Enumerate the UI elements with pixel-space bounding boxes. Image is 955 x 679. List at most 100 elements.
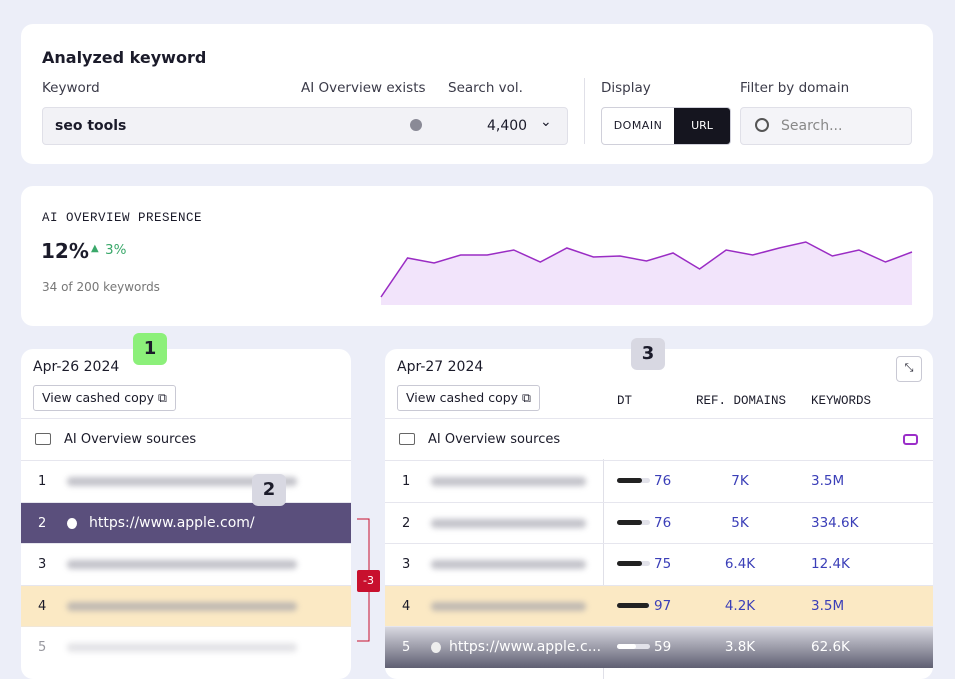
- label: AI Overview exists: [301, 80, 426, 96]
- button-text: View cashed copy: [406, 390, 519, 405]
- date: Apr-26 2024: [33, 359, 120, 375]
- ref-domains: 7K: [731, 473, 749, 489]
- ref-domains: 3.8K: [724, 639, 756, 655]
- rank: 1: [38, 474, 47, 489]
- keyword-select[interactable]: seo tools 4,400 ⌄: [42, 107, 568, 145]
- keyword-panel: Analyzed keyword Keyword AI Overview exi…: [21, 24, 933, 164]
- presence-panel: AI OVERVIEW PRESENCE 12% ▲ 3% 34 of 200 …: [21, 186, 933, 326]
- right-card: Apr-27 2024 View cashed copy ⧉ DT REF. D…: [385, 349, 933, 679]
- dt-bar: [617, 478, 643, 483]
- toggle-option[interactable]: URL: [674, 108, 730, 144]
- badge: 3: [631, 338, 665, 370]
- rank: 4: [402, 598, 411, 614]
- keyword: seo tools: [55, 118, 127, 134]
- ref-domains: 6.4K: [724, 556, 756, 572]
- rank: 4: [38, 598, 47, 614]
- source-row: 5: [21, 626, 351, 668]
- blurred-url: [67, 560, 297, 569]
- chevron: ⌄: [540, 114, 552, 130]
- dt-bar: [617, 561, 642, 566]
- source-row: 2 https://www.apple.com/: [21, 501, 351, 544]
- dt-bar: [617, 519, 643, 525]
- rank: 5: [402, 640, 411, 655]
- up-arrow: ▲: [91, 243, 99, 254]
- column-header: KEYWORDS: [811, 394, 872, 408]
- label: Display: [601, 80, 651, 96]
- button-text: View cashed copy: [42, 390, 155, 405]
- search-input[interactable]: Search...: [740, 107, 912, 145]
- note: 34 of 200 keywords: [42, 280, 160, 294]
- source-row: 3 75 6.4K 12.4K: [385, 543, 933, 585]
- column-divider: [603, 459, 604, 679]
- blurred-url: [67, 601, 297, 611]
- blurred-url: [67, 643, 297, 652]
- placeholder: Search...: [781, 118, 843, 134]
- keywords: 3.5M: [811, 473, 845, 489]
- value: 12%: [41, 239, 89, 263]
- label: Filter by domain: [740, 80, 850, 96]
- rank: 3: [38, 557, 47, 572]
- rank: 1: [402, 474, 411, 489]
- ai-icon: [410, 119, 422, 131]
- keywords: 62.6K: [811, 639, 850, 655]
- search-vol: 4,400: [487, 118, 528, 134]
- view-copy[interactable]: View cashed copy ⧉: [33, 385, 176, 411]
- dt: 75: [654, 556, 672, 572]
- rank: 2: [402, 515, 411, 531]
- column-header: REF. DOMAINS: [696, 394, 787, 408]
- badge: 1: [133, 333, 167, 365]
- dt-bar: [617, 644, 637, 649]
- blurred-url: [431, 477, 586, 486]
- dt: 76: [654, 473, 672, 489]
- blurred-url: [67, 477, 297, 486]
- icon: [399, 433, 415, 445]
- left-card: Apr-26 2024 View cashed copy ⧉ AI Overvi…: [21, 349, 351, 679]
- dt: 97: [654, 597, 672, 614]
- rank: 5: [38, 640, 47, 655]
- keywords: 3.5M: [811, 597, 845, 614]
- source-row: 4: [21, 584, 351, 627]
- url: https://www.apple.com/: [89, 514, 255, 531]
- blurred-url: [431, 560, 586, 569]
- source-row: 4 97 4.2K 3.5M: [385, 584, 933, 627]
- source-row: 3: [21, 543, 351, 585]
- blurred-url: [431, 518, 586, 528]
- blurred-url: [431, 601, 586, 611]
- trend-area: [381, 242, 912, 305]
- divider: [584, 78, 585, 144]
- link-icon[interactable]: [903, 434, 918, 445]
- sources-header: AI Overview sources: [385, 418, 933, 460]
- keywords: 12.4K: [811, 556, 850, 572]
- source-row: 2 76 5K 334.6K: [385, 501, 933, 544]
- trend-line: [380, 241, 913, 298]
- url: https://www.apple.c...: [449, 639, 602, 655]
- display-toggle: DOMAIN URL: [601, 107, 731, 145]
- toggle-option[interactable]: DOMAIN: [613, 119, 663, 132]
- column-header: DT: [617, 394, 633, 408]
- sparkline: [380, 241, 913, 305]
- dt: 76: [654, 514, 672, 531]
- ref-domains: 4.2K: [724, 597, 756, 614]
- sources-label: AI Overview sources: [64, 432, 197, 447]
- keywords: 334.6K: [811, 514, 859, 531]
- favicon: [431, 642, 441, 653]
- rank: 2: [38, 515, 47, 531]
- source-row: 5 https://www.apple.c... 59 3.8K 62.6K: [385, 626, 933, 668]
- title: AI OVERVIEW PRESENCE: [42, 211, 203, 225]
- page: {"keyword_panel":{"title":"Analyzed keyw…: [21, 24, 933, 679]
- rank: 3: [402, 557, 411, 572]
- label: Search vol.: [448, 80, 523, 96]
- ref-domains: 5K: [731, 514, 749, 531]
- dt: 59: [654, 639, 672, 655]
- change: 3%: [105, 242, 127, 258]
- shift-badge: -3: [357, 570, 380, 592]
- sources-label: AI Overview sources: [428, 432, 561, 447]
- label: Keyword: [42, 80, 100, 96]
- search-icon: [755, 118, 769, 132]
- collapse-button[interactable]: ⤡: [896, 356, 922, 382]
- view-copy[interactable]: View cashed copy ⧉: [397, 385, 540, 411]
- source-row: 1 76 7K 3.5M: [385, 460, 933, 502]
- badge: 2: [252, 474, 286, 506]
- favicon: [67, 517, 77, 529]
- source-row: 1: [21, 460, 351, 502]
